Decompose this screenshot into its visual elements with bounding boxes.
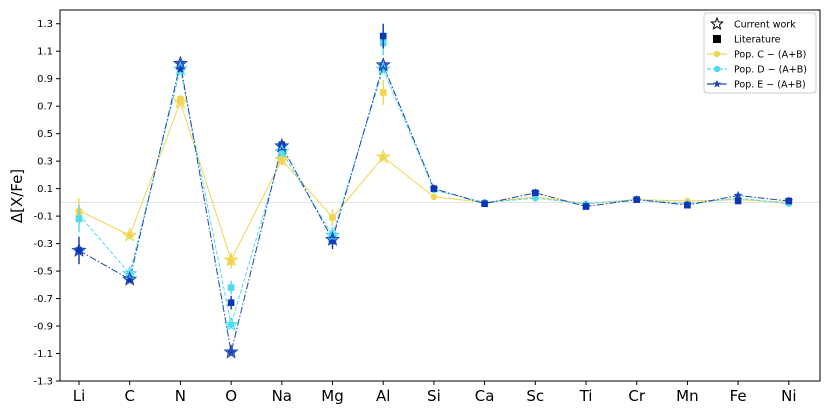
- x-tick-label: N: [175, 387, 186, 405]
- legend-marker-point: [713, 65, 721, 73]
- x-tick-label: Si: [427, 387, 441, 405]
- legend-box: [703, 12, 817, 94]
- literature-point: [278, 156, 286, 164]
- x-tick-label: Na: [272, 387, 292, 405]
- literature-point: [177, 65, 184, 73]
- plot-frame: [59, 9, 821, 382]
- y-tick-label: 0.3: [37, 157, 53, 168]
- current-work-star: [172, 61, 189, 76]
- current-work-star: [223, 252, 239, 267]
- current-work-layer: [71, 55, 391, 359]
- current-work-star: [122, 271, 138, 286]
- series-point: [733, 190, 743, 200]
- y-tick-label: 1.1: [37, 47, 53, 58]
- legend-marker-square: [713, 35, 721, 43]
- legend-label: Pop. C − (A+B): [734, 50, 806, 61]
- literature-point: [481, 200, 488, 208]
- legend-label: Current work: [734, 20, 796, 31]
- series-point: [227, 321, 235, 328]
- literature-point: [126, 276, 133, 283]
- y-tick-label: 0.7: [37, 102, 53, 113]
- legend-marker-point: [713, 50, 721, 58]
- y-tick-label: -0.1: [33, 212, 53, 223]
- literature-point: [329, 214, 336, 221]
- y-tick-label: -0.9: [33, 322, 53, 333]
- x-tick-label: Mn: [676, 387, 698, 405]
- current-work-star: [223, 344, 239, 359]
- literature-point: [582, 203, 590, 210]
- literature-point: [379, 89, 387, 96]
- x-tick-label: Ti: [579, 387, 593, 405]
- current-work-star: [172, 55, 189, 71]
- x-axis: Li C N O Na Mg Al Si Ca Sc Ti Cr Mn Fe Ni: [73, 381, 796, 405]
- literature-point: [633, 196, 640, 203]
- literature-point: [227, 284, 235, 291]
- y-tick-label: -0.3: [33, 239, 53, 250]
- plot-area: [60, 10, 820, 381]
- x-tick-label: Sc: [526, 387, 544, 405]
- series-point: [532, 195, 539, 202]
- x-tick-label: Ni: [781, 387, 796, 405]
- legend-marker-point: [713, 79, 721, 88]
- x-tick-label: Cr: [628, 387, 645, 405]
- current-work-star: [274, 137, 290, 153]
- series-point: [430, 193, 438, 201]
- literature-point: [75, 247, 83, 254]
- y-tick-label: -1.3: [33, 377, 53, 388]
- legend-marker-star: [710, 16, 724, 31]
- x-tick-label: Ca: [475, 387, 495, 405]
- current-work-star: [71, 242, 87, 257]
- y-tick-label: 0.1: [37, 184, 53, 195]
- y-tick-label: -0.5: [33, 267, 53, 278]
- x-tick-label: Li: [73, 387, 86, 405]
- series-point: [126, 232, 133, 239]
- x-tick-label: Mg: [321, 387, 343, 405]
- literature-point: [532, 189, 539, 197]
- legend: Current work Literature Pop. C − (A+B) Pop.…: [703, 12, 817, 94]
- x-tick-label: O: [225, 387, 237, 405]
- literature-point: [734, 197, 742, 205]
- legend-label: Pop. D − (A+B): [734, 65, 807, 76]
- literature-point: [430, 185, 438, 192]
- y-tick-label: -0.7: [33, 294, 53, 305]
- x-tick-label: Al: [376, 387, 390, 405]
- y-tick-label: 0.5: [37, 129, 53, 140]
- series-point: [226, 347, 236, 357]
- current-work-star: [122, 227, 138, 242]
- current-work-star: [375, 56, 391, 72]
- legend-label: Pop. E − (A+B): [734, 80, 806, 91]
- literature-point: [227, 258, 235, 265]
- literature-point: [329, 237, 336, 245]
- literature-point: [684, 201, 691, 209]
- literature-point: [177, 96, 184, 103]
- current-work-star: [324, 227, 341, 242]
- y-axis: 1.3 1.1 0.9 0.7 0.5 0.3 0.1 -0.1 -0.3 -0.5 -0.7 -0.…: [33, 19, 60, 388]
- x-tick-label: Fe: [730, 387, 747, 405]
- current-work-star: [223, 316, 239, 332]
- current-work-star: [172, 94, 189, 109]
- current-work-star: [274, 143, 290, 159]
- y-tick-label: 1.3: [37, 19, 53, 30]
- literature-point: [227, 299, 235, 306]
- series-point: [380, 153, 387, 161]
- x-tick-label: C: [124, 387, 134, 405]
- literature-point: [379, 32, 387, 40]
- literature-point: [75, 215, 83, 223]
- literature-layer: [75, 23, 793, 310]
- legend-label: Literature: [734, 35, 781, 46]
- y-tick-label: 0.9: [37, 74, 53, 85]
- literature-point: [785, 197, 793, 205]
- current-work-star: [324, 231, 341, 246]
- current-work-star: [375, 148, 391, 164]
- current-work-star: [375, 61, 391, 76]
- y-axis-label: Δ[X/Fe]: [8, 169, 26, 223]
- current-work-star: [122, 265, 138, 281]
- series-line: [78, 67, 789, 325]
- y-tick-label: -1.1: [33, 349, 53, 360]
- literature-point: [278, 148, 286, 155]
- current-work-star: [274, 151, 290, 167]
